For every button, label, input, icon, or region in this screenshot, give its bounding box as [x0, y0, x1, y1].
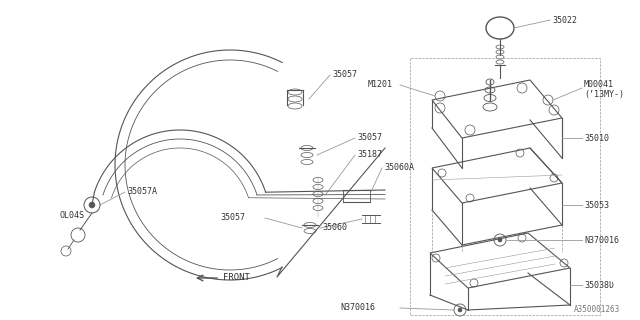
Text: 35057: 35057 — [220, 212, 245, 221]
Circle shape — [498, 238, 502, 242]
Text: (’13MY-): (’13MY-) — [584, 90, 624, 99]
Text: FRONT: FRONT — [223, 274, 250, 283]
Text: 35053: 35053 — [584, 201, 609, 210]
Text: A350001263: A350001263 — [573, 306, 620, 315]
Text: 35187: 35187 — [357, 149, 382, 158]
Text: N370016: N370016 — [584, 236, 619, 244]
Text: N370016: N370016 — [340, 302, 375, 311]
Text: 35010: 35010 — [584, 133, 609, 142]
Text: M00041: M00041 — [584, 79, 614, 89]
Text: M1201: M1201 — [368, 79, 393, 89]
Text: 35057: 35057 — [357, 132, 382, 141]
Text: 35057A: 35057A — [127, 187, 157, 196]
Text: 35022: 35022 — [552, 15, 577, 25]
Text: 35038Ʋ: 35038Ʋ — [584, 281, 614, 290]
Circle shape — [89, 202, 95, 208]
Circle shape — [458, 308, 462, 312]
Text: 35060: 35060 — [322, 222, 347, 231]
Text: OL04S: OL04S — [60, 211, 85, 220]
Text: 35057: 35057 — [332, 69, 357, 78]
Text: 35060A: 35060A — [384, 163, 414, 172]
